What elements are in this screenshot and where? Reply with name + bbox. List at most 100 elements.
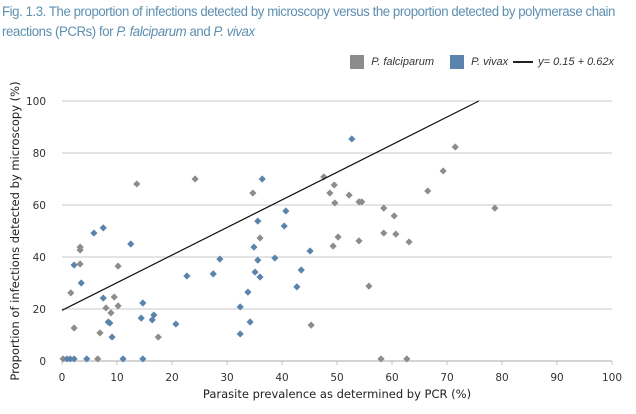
data-point <box>320 173 328 181</box>
data-point <box>133 180 141 188</box>
data-point <box>293 283 301 291</box>
legend-swatch-vivax <box>450 55 465 69</box>
x-tick-label: 30 <box>220 372 233 384</box>
data-point <box>216 255 224 263</box>
x-tick-label: 70 <box>440 372 453 384</box>
data-point <box>139 299 147 307</box>
data-point <box>99 294 107 302</box>
data-point <box>127 240 135 248</box>
data-point <box>329 242 337 250</box>
data-point <box>236 303 244 311</box>
data-point <box>110 293 118 301</box>
data-point <box>282 207 290 215</box>
legend-item-falciparum: P. falciparum <box>350 55 434 69</box>
x-tick-label: 80 <box>495 372 508 384</box>
data-point <box>209 270 217 278</box>
series-vivax <box>63 135 356 363</box>
data-point <box>66 355 74 363</box>
data-point <box>331 199 339 207</box>
legend-item-vivax: P. vivax y= 0.15 + 0.62x <box>450 55 614 69</box>
data-point <box>256 234 264 242</box>
data-point <box>334 233 342 241</box>
data-point <box>94 355 102 363</box>
data-point <box>96 329 104 337</box>
data-point <box>244 288 252 296</box>
data-point <box>139 355 147 363</box>
data-point <box>183 272 191 280</box>
data-point <box>491 204 499 212</box>
data-point <box>90 229 98 237</box>
gridlines <box>62 100 612 310</box>
data-point <box>392 230 400 238</box>
data-point <box>114 302 122 310</box>
x-tick-label: 10 <box>110 372 123 384</box>
data-point <box>250 243 258 251</box>
data-point <box>107 309 115 317</box>
legend-label-equation: y= 0.15 + 0.62x <box>538 56 614 68</box>
legend-label-falciparum: P. falciparum <box>371 56 435 68</box>
data-point <box>137 314 145 322</box>
data-point <box>67 289 75 297</box>
title-text: Fig. 1.3. The proportion of infections d… <box>2 4 615 40</box>
data-point <box>119 355 127 363</box>
data-point <box>271 254 279 262</box>
data-point <box>403 355 411 363</box>
data-point <box>258 175 266 183</box>
x-tick-label: 0 <box>59 372 66 384</box>
data-point <box>114 262 122 270</box>
data-point <box>70 355 78 363</box>
y-axis-label: Proportion of infections detected by mic… <box>8 81 22 380</box>
data-point <box>191 175 199 183</box>
x-tick-label: 50 <box>330 372 343 384</box>
data-point <box>254 256 262 264</box>
y-tick-label: 20 <box>33 304 46 316</box>
data-point <box>172 320 180 328</box>
data-point <box>390 212 398 220</box>
y-tick-label: 60 <box>33 200 46 212</box>
data-point <box>380 229 388 237</box>
x-tick-label: 60 <box>385 372 398 384</box>
data-point <box>345 191 353 199</box>
y-tick-label: 100 <box>26 96 46 108</box>
y-tick-label: 80 <box>33 148 46 160</box>
data-point <box>280 222 288 230</box>
title-and: and <box>186 24 214 40</box>
data-point <box>236 330 244 338</box>
x-tick-label: 100 <box>602 372 622 384</box>
data-point <box>380 204 388 212</box>
data-point <box>358 198 366 206</box>
data-point <box>76 260 84 268</box>
x-tick-label: 90 <box>550 372 563 384</box>
data-point <box>154 333 162 341</box>
data-point <box>297 266 305 274</box>
y-tick-label: 40 <box>33 252 46 264</box>
data-point <box>377 355 385 363</box>
data-point <box>348 135 356 143</box>
data-point <box>365 282 373 290</box>
data-point <box>405 238 413 246</box>
data-point <box>148 316 156 324</box>
x-axis-ticks: 0 10 20 30 40 50 60 70 80 90 100 <box>59 361 622 384</box>
legend-line-swatch <box>513 61 534 63</box>
data-point <box>307 321 315 329</box>
legend-swatch-falciparum <box>350 55 365 69</box>
data-point <box>249 189 257 197</box>
legend: P. falciparum P. vivax y= 0.15 + 0.62x <box>334 55 614 69</box>
data-point <box>70 324 78 332</box>
series-falciparum <box>59 143 499 363</box>
data-point <box>246 318 254 326</box>
data-point <box>256 273 264 281</box>
data-point <box>59 355 67 363</box>
figure-title: Fig. 1.3. The proportion of infections d… <box>2 2 634 42</box>
data-point <box>424 187 432 195</box>
y-tick-label: 0 <box>39 356 46 368</box>
data-point <box>306 247 314 255</box>
x-tick-label: 40 <box>275 372 288 384</box>
data-point <box>254 217 262 225</box>
data-point <box>70 261 78 269</box>
data-point <box>106 319 114 327</box>
data-point <box>108 333 116 341</box>
title-species-vivax: P. vivax <box>213 24 256 40</box>
regression-line <box>61 100 480 311</box>
data-point <box>326 189 334 197</box>
